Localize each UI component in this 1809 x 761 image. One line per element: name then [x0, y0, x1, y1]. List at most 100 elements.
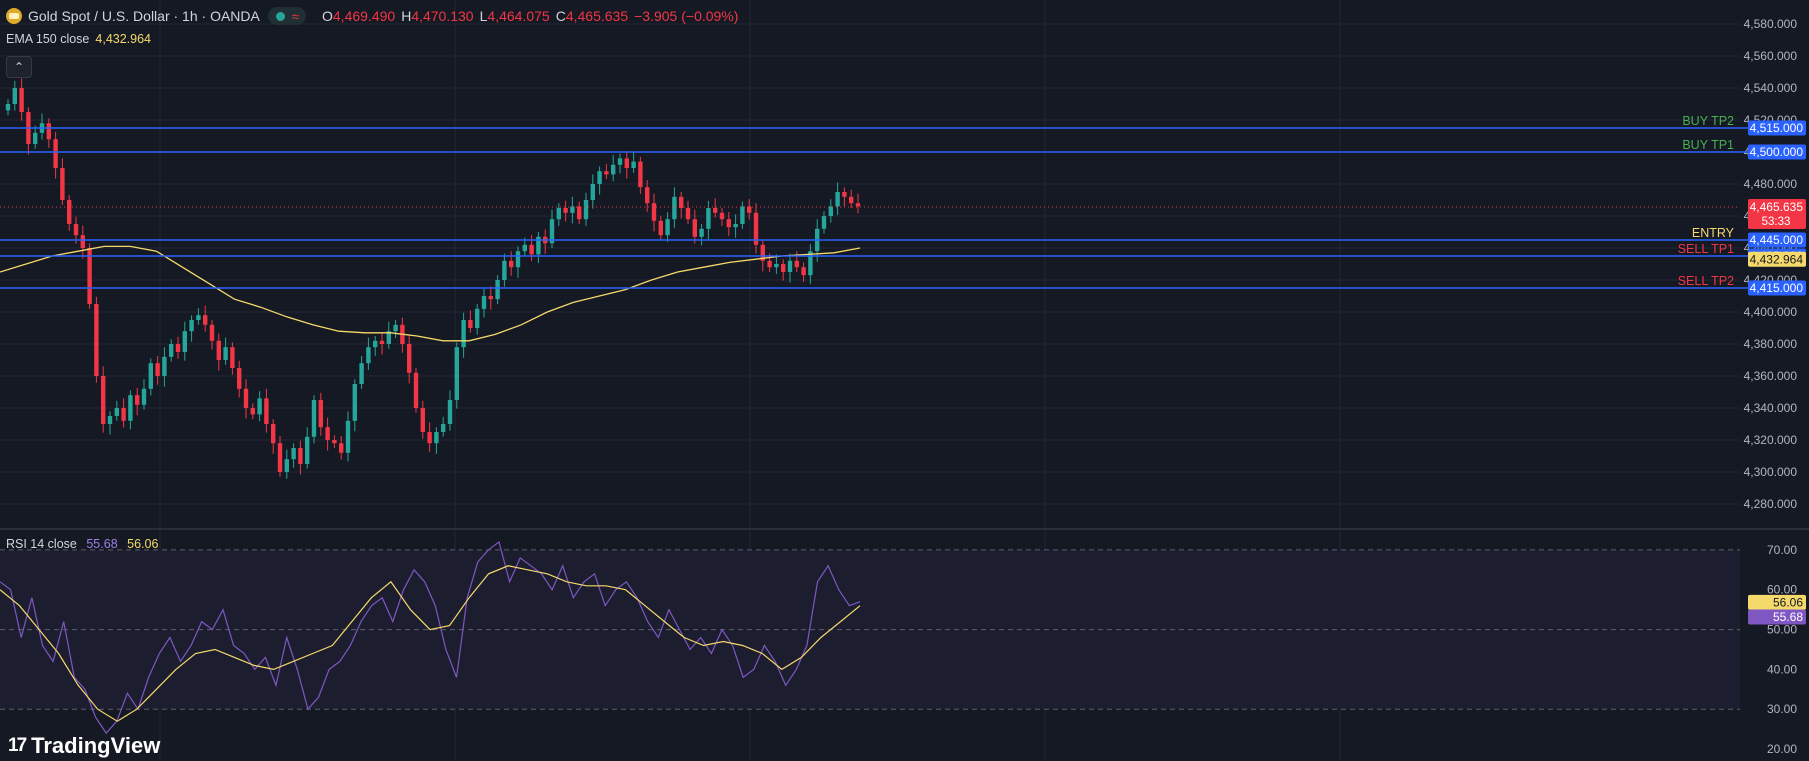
candle-body: [5, 104, 11, 111]
candle-body: [60, 168, 65, 200]
collapse-legend-button[interactable]: ⌃: [6, 56, 32, 78]
ema-legend[interactable]: EMA 150 close 4,432.964: [6, 32, 151, 46]
level-label-sell-tp1: SELL TP1: [1678, 242, 1734, 256]
wave-icon: ≈: [291, 8, 299, 24]
candle-body: [808, 251, 813, 276]
candle-body: [264, 398, 269, 424]
candle-body: [570, 206, 575, 213]
candle-body: [359, 363, 364, 384]
axis-badges: 4,515.0004,500.0004,445.0004,435.0004,41…: [1748, 120, 1806, 625]
candle-body: [849, 196, 854, 204]
candle-body: [386, 331, 391, 344]
candle-body: [434, 432, 439, 444]
candle-body: [658, 220, 663, 236]
candle-body: [121, 408, 126, 421]
symbol-legend[interactable]: Gold Spot / U.S. Dollar · 1h · OANDA ≈ O…: [6, 7, 738, 25]
candle-body: [250, 408, 255, 415]
market-status-badge[interactable]: ≈: [267, 7, 306, 25]
candle-body: [679, 196, 684, 208]
candle-body: [828, 206, 833, 216]
candle-body: [726, 219, 731, 228]
price-tick-label: 4,340.000: [1744, 401, 1798, 415]
candle-body: [597, 171, 602, 184]
close-value: 4,465.635: [565, 8, 629, 24]
level-label-buy-tp1: BUY TP1: [1682, 138, 1734, 152]
candle-body: [481, 296, 487, 309]
candle-body: [713, 208, 718, 213]
rsi-tick-label: 50.00: [1767, 623, 1797, 637]
level-badge-bg: [1748, 120, 1806, 136]
level-badge-text: 4,415.000: [1750, 281, 1804, 295]
rsi-ma-badge-bg: [1748, 594, 1806, 610]
candle-body: [502, 260, 507, 280]
candle-body: [821, 216, 827, 229]
low-label: L: [479, 8, 488, 24]
rsi-badge-bg: [1748, 609, 1806, 625]
rsi-tick-label: 20.00: [1767, 742, 1797, 756]
candle-body: [787, 260, 793, 272]
price-tick-label: 4,320.000: [1744, 433, 1798, 447]
candle-body: [767, 260, 772, 268]
close-label: C: [555, 8, 566, 24]
tradingview-logo[interactable]: 17 TradingView: [8, 733, 160, 759]
tradingview-logo-text: TradingView: [31, 733, 161, 758]
price-tick-label: 4,580.000: [1744, 17, 1798, 31]
candle-body: [495, 280, 500, 300]
candle-body: [318, 400, 323, 428]
candle-body: [339, 443, 344, 453]
candle-body: [529, 244, 534, 255]
candle-body: [67, 200, 72, 224]
high-value: 4,470.130: [411, 8, 474, 24]
candle-body: [794, 260, 799, 268]
rsi-tick-label: 40.00: [1767, 662, 1797, 676]
candle-body: [209, 324, 215, 341]
candle-body: [284, 459, 289, 472]
candle-body: [509, 260, 514, 268]
candle-body: [311, 400, 317, 437]
candle-body: [475, 308, 480, 328]
candle-countdown-text: 53:33: [1762, 216, 1791, 228]
candle-body: [842, 192, 847, 197]
candle-body: [638, 161, 643, 188]
candle-body: [373, 340, 378, 348]
candle-body: [101, 376, 106, 424]
level-label-sell-tp2: SELL TP2: [1678, 274, 1734, 288]
level-badge-bg: [1748, 280, 1806, 296]
candle-body: [230, 347, 235, 368]
candle-body: [692, 219, 697, 237]
candle-body: [352, 384, 357, 421]
price-tick-label: 4,480.000: [1744, 177, 1798, 191]
candle-body: [604, 171, 609, 175]
current-price-badge-text: 4,465.635: [1750, 200, 1804, 214]
candle-body: [774, 264, 779, 268]
rsi-line: [0, 540, 861, 735]
low-value: 4,464.075: [487, 8, 550, 24]
candle-body: [685, 208, 691, 220]
market-open-dot-icon: [275, 11, 285, 21]
candle-body: [332, 440, 337, 444]
candle-body: [672, 196, 677, 220]
high-label: H: [401, 8, 412, 24]
candle-body: [522, 244, 527, 252]
candle-body: [407, 344, 412, 373]
ema-badge-bg: [1748, 251, 1806, 267]
candle-body: [169, 344, 174, 357]
rsi-legend-value: 55.68: [86, 537, 118, 551]
candle-body: [577, 206, 582, 220]
candle-body: [291, 448, 296, 460]
chevron-up-icon: ⌃: [13, 60, 25, 74]
candle-body: [556, 208, 561, 220]
rsi-axis: 20.00 30.00 40.00 50.00 60.00 70.00: [1767, 543, 1797, 756]
candle-body: [189, 320, 194, 332]
level-badge-text: 4,500.000: [1750, 145, 1804, 159]
candle-body: [583, 200, 589, 220]
candle-body: [19, 88, 24, 112]
candle-body: [128, 395, 133, 421]
candle-body: [80, 235, 85, 248]
symbol-title[interactable]: Gold Spot / U.S. Dollar · 1h · OANDA: [28, 8, 260, 24]
rsi-tick-label: 60.00: [1767, 583, 1797, 597]
candle-body: [94, 304, 99, 376]
rsi-legend[interactable]: RSI 14 close 55.68 56.06: [6, 537, 158, 551]
